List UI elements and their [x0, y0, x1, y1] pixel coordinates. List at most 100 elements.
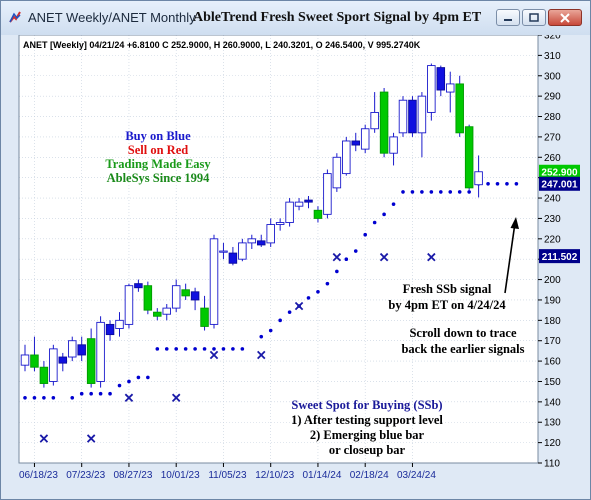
- sweet-spot-notes: Sweet Spot for Buying (SSb) 1) After tes…: [291, 398, 443, 457]
- stop-dot: [164, 347, 169, 351]
- candle-body: [436, 67, 446, 91]
- plot-border: [18, 35, 539, 464]
- minimize-button[interactable]: [496, 9, 520, 26]
- candle-body: [408, 99, 417, 134]
- signal-x-mark: [332, 252, 342, 262]
- signal-arrow-head: [510, 217, 519, 229]
- candle: [304, 196, 313, 209]
- candle-body: [304, 199, 313, 203]
- candle: [96, 316, 105, 388]
- x-tick-label: 10/01/23: [161, 470, 200, 481]
- x-tick-label: 06/18/23: [19, 470, 58, 481]
- chart-area[interactable]: 1101201301401501601701801902002102202302…: [15, 35, 582, 491]
- candle-body: [285, 201, 294, 223]
- candle-body: [96, 321, 105, 382]
- candle: [200, 295, 209, 331]
- candle-body: [398, 99, 408, 134]
- candle-body: [209, 238, 219, 325]
- candle: [256, 234, 266, 247]
- candle-body: [247, 238, 257, 244]
- fresh-ssb-line-1: Fresh SSb signal: [403, 282, 492, 296]
- candle-body: [474, 171, 483, 186]
- candle-body: [77, 344, 86, 356]
- price-tag-label: 252.900: [541, 168, 578, 179]
- price-tag: 252.900: [539, 164, 580, 179]
- stop-dot: [401, 190, 405, 194]
- candle: [351, 132, 361, 152]
- y-tick-label: 300: [544, 71, 561, 82]
- price-chart[interactable]: 1101201301401501601701801902002102202302…: [15, 35, 582, 491]
- signal-x-mark: [39, 434, 49, 443]
- candle: [446, 71, 455, 113]
- title-bar[interactable]: ANET Weekly/ANET Monthly AbleTrend Fresh…: [1, 1, 590, 35]
- signal-annotation: Fresh SSb signal by 4pm ET on 4/24/24 Sc…: [388, 217, 525, 356]
- candle-body: [313, 209, 323, 219]
- candle-body: [266, 224, 275, 244]
- candle-body: [294, 201, 304, 207]
- candle-body: [427, 65, 436, 113]
- stop-dot: [32, 395, 37, 400]
- trading-made-easy-text: Trading Made Easy: [105, 157, 211, 171]
- stop-dot: [127, 379, 131, 384]
- stop-dot: [51, 395, 56, 400]
- y-tick-label: 110: [544, 459, 560, 470]
- stop-dot: [146, 375, 150, 380]
- scroll-note-line-1: Scroll down to trace: [409, 326, 516, 340]
- stop-dot: [259, 334, 264, 339]
- info-line: ANET [Weekly] 04/21/24 +6.8100 C 252.900…: [23, 40, 421, 50]
- candle-body: [58, 356, 68, 364]
- candle: [332, 153, 342, 192]
- candle-body: [49, 348, 58, 382]
- candle: [389, 132, 398, 166]
- maximize-button[interactable]: [522, 9, 546, 26]
- candle: [427, 63, 436, 121]
- candle-body: [162, 307, 171, 315]
- stop-dot: [278, 318, 282, 323]
- stop-dot: [268, 328, 273, 333]
- candle-body: [30, 354, 39, 368]
- candle: [379, 87, 389, 158]
- stop-dot: [372, 220, 377, 225]
- fresh-ssb-line-2: by 4pm ET on 4/24/24: [388, 298, 506, 312]
- candle: [238, 238, 247, 262]
- candle-body: [351, 140, 361, 146]
- stop-dot: [89, 391, 93, 396]
- candle-body: [39, 366, 49, 384]
- stop-dot: [467, 190, 471, 194]
- scroll-note-line-2: back the earlier signals: [401, 342, 524, 356]
- candle: [77, 336, 86, 362]
- candle: [266, 218, 275, 247]
- candle: [398, 96, 408, 137]
- candle: [171, 279, 181, 313]
- candle-body: [86, 338, 96, 384]
- candle: [313, 206, 323, 223]
- x-tick-label: 07/23/23: [66, 470, 105, 481]
- stop-dot: [240, 347, 245, 351]
- y-tick-label: 290: [544, 92, 561, 103]
- stop-dot: [439, 190, 443, 194]
- stop-dot: [221, 347, 226, 351]
- stop-dot: [325, 281, 330, 286]
- stop-dot: [457, 190, 462, 194]
- signal-x-mark: [427, 252, 436, 262]
- stop-dot: [353, 249, 358, 253]
- price-tag-label: 247.001: [541, 180, 578, 191]
- stop-dot: [79, 391, 84, 396]
- stop-dot: [117, 383, 122, 388]
- candle-body: [20, 354, 30, 366]
- candle-body: [219, 250, 228, 253]
- y-tick-label: 120: [544, 438, 561, 449]
- candle-body: [134, 283, 143, 289]
- y-tick-label: 220: [544, 234, 561, 245]
- candle-body: [379, 91, 389, 154]
- close-button[interactable]: [548, 9, 582, 26]
- stop-dot: [202, 347, 207, 351]
- candle-body: [190, 291, 200, 301]
- y-tick-label: 320: [544, 35, 561, 42]
- signal-arrow: [504, 222, 516, 294]
- y-tick-label: 240: [544, 194, 561, 205]
- signal-x-mark: [171, 393, 181, 403]
- minimize-icon: [504, 18, 512, 21]
- stop-dot: [98, 391, 103, 396]
